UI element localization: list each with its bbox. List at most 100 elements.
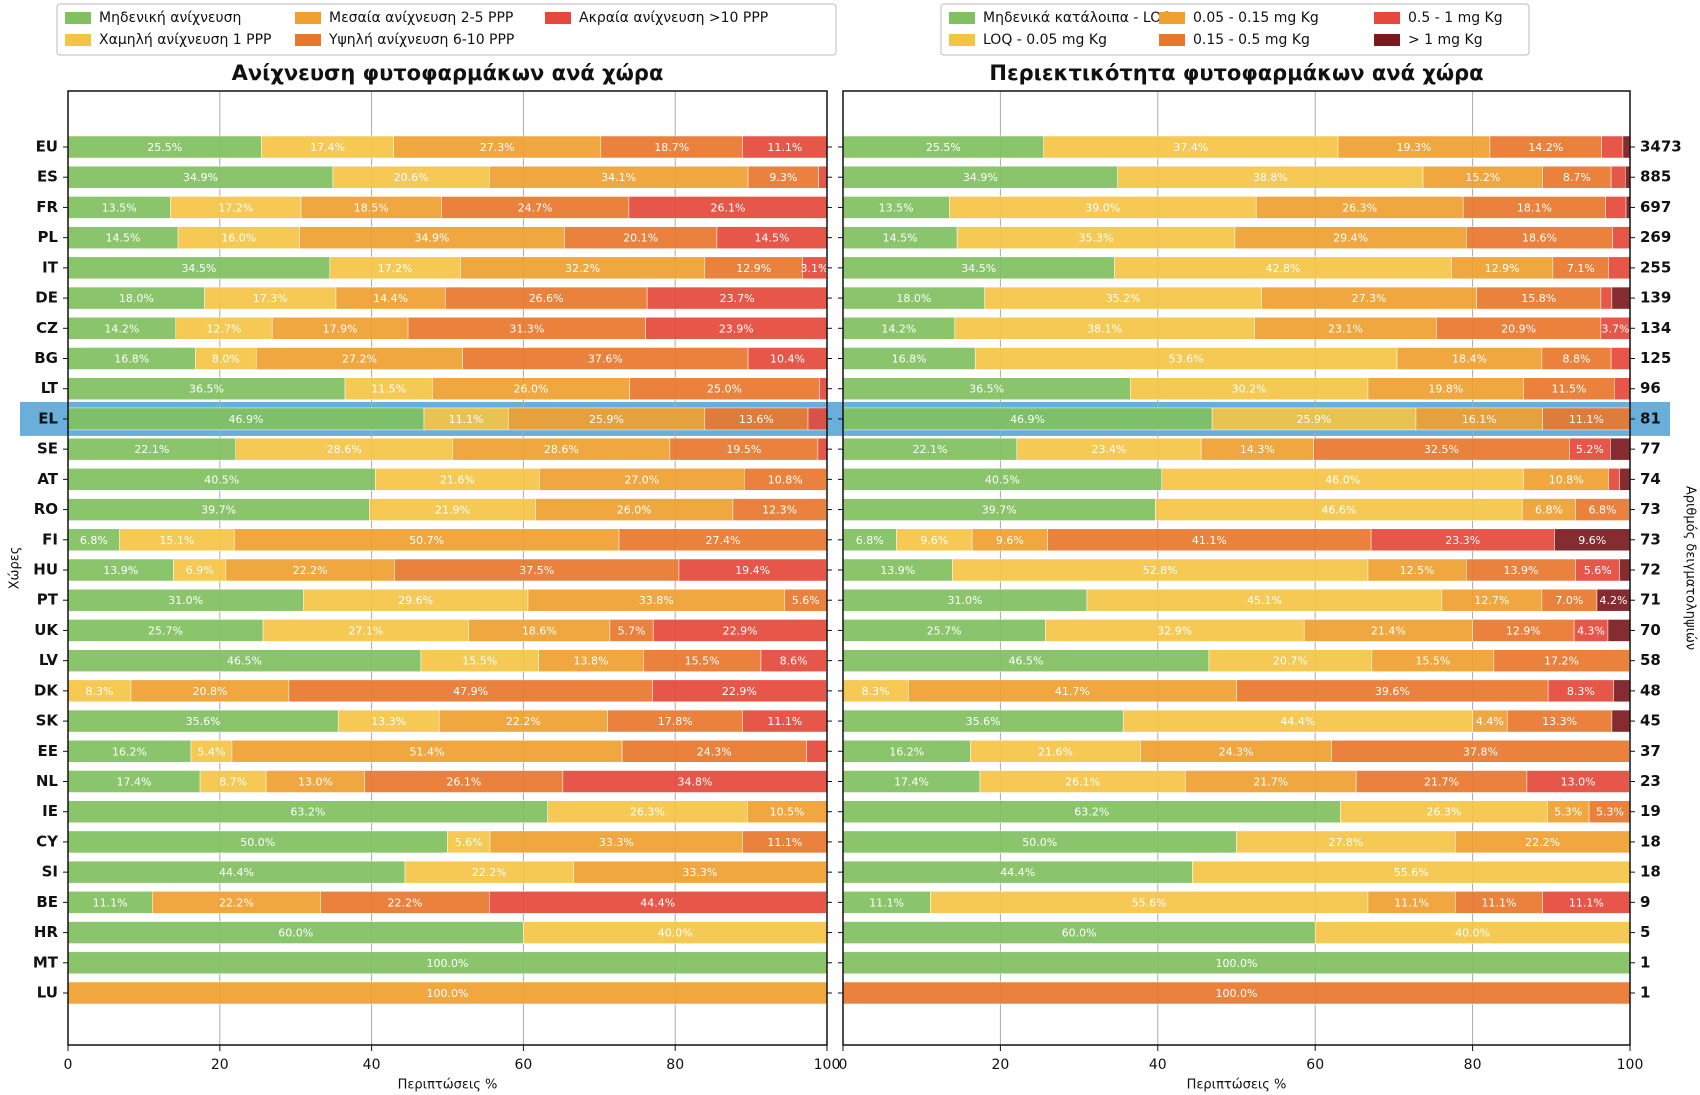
legend-label: Υψηλή ανίχνευση 6-10 PPP xyxy=(328,32,514,48)
bar-segment xyxy=(1526,770,1630,793)
legend-swatch xyxy=(1374,34,1400,46)
y-tick-label: IT xyxy=(42,258,59,276)
y-tick-label: LU xyxy=(37,984,58,1002)
data-label: 10.8% xyxy=(1549,473,1584,486)
data-label: 38.8% xyxy=(1253,171,1288,184)
plot-frame xyxy=(67,90,828,1046)
bar-segment xyxy=(1622,135,1631,159)
data-label: 15.5% xyxy=(462,655,497,668)
data-label: 23.9% xyxy=(719,322,754,335)
data-label: 100.0% xyxy=(427,957,469,970)
y-tick-label: UK xyxy=(34,621,59,639)
data-label: 26.6% xyxy=(529,292,564,305)
legend-label: > 1 mg Kg xyxy=(1408,32,1483,48)
data-label: 31.0% xyxy=(168,594,203,607)
data-label: 31.0% xyxy=(948,594,983,607)
data-label: 11.1% xyxy=(1394,896,1429,909)
data-label: 41.7% xyxy=(1055,685,1090,698)
data-label: 18.1% xyxy=(1517,201,1552,214)
data-label: 15.8% xyxy=(1521,292,1556,305)
data-label: 37.4% xyxy=(1173,141,1208,154)
data-label: 26.1% xyxy=(1065,776,1100,789)
y-tick-label: PL xyxy=(37,228,58,246)
y-tick-label: RO xyxy=(34,500,58,518)
data-label: 18.5% xyxy=(354,201,389,214)
data-label: 9.6% xyxy=(920,534,948,547)
bar-segment xyxy=(678,558,827,582)
data-label: 6.9% xyxy=(186,564,214,577)
count-label: 72 xyxy=(1640,561,1661,579)
data-label: 14.3% xyxy=(1240,443,1275,456)
data-label: 27.8% xyxy=(1328,836,1363,849)
data-label: 13.9% xyxy=(103,564,138,577)
data-label: 100.0% xyxy=(1216,957,1258,970)
data-label: 14.2% xyxy=(1528,141,1563,154)
data-label: 12.7% xyxy=(206,322,241,335)
data-label: 13.5% xyxy=(102,201,137,214)
count-label: 697 xyxy=(1640,198,1671,216)
data-label: 19.3% xyxy=(1396,141,1431,154)
data-label: 27.0% xyxy=(624,473,659,486)
count-label: 125 xyxy=(1640,349,1671,367)
y-tick-label: SE xyxy=(37,440,58,458)
bar-segment xyxy=(744,468,827,491)
count-label: 5 xyxy=(1640,923,1650,941)
data-label: 21.4% xyxy=(1371,624,1406,637)
bar-segment xyxy=(488,891,827,914)
data-label: 14.4% xyxy=(373,292,408,305)
data-label: 8.8% xyxy=(1563,353,1591,366)
data-label: 6.8% xyxy=(1535,504,1563,517)
data-label: 10.8% xyxy=(768,473,803,486)
legend-label: LOQ - 0.05 mg Kg xyxy=(983,32,1107,48)
data-label: 8.7% xyxy=(219,776,247,789)
data-label: 12.7% xyxy=(1474,594,1509,607)
data-label: 34.1% xyxy=(601,171,636,184)
data-label: 60.0% xyxy=(278,927,313,940)
data-label: 17.9% xyxy=(323,322,358,335)
data-label: 35.2% xyxy=(1106,292,1141,305)
data-label: 23.1% xyxy=(1328,322,1363,335)
data-label: 13.3% xyxy=(1542,715,1577,728)
data-label: 34.5% xyxy=(961,262,996,275)
data-label: 20.1% xyxy=(623,232,658,245)
data-label: 11.1% xyxy=(767,836,802,849)
count-label: 48 xyxy=(1640,681,1661,699)
data-label: 26.1% xyxy=(446,776,481,789)
data-label: 11.1% xyxy=(767,715,802,728)
y-tick-label: EL xyxy=(38,409,58,427)
data-label: 5.3% xyxy=(1596,806,1624,819)
data-label: 45.1% xyxy=(1247,594,1282,607)
bar-segment xyxy=(732,498,827,521)
data-label: 21.7% xyxy=(1424,776,1459,789)
legend-label: 0.5 - 1 mg Kg xyxy=(1408,10,1503,26)
bar-segment xyxy=(1331,740,1630,763)
count-label: 269 xyxy=(1640,228,1671,246)
count-label: 885 xyxy=(1640,168,1671,186)
data-label: 3.1% xyxy=(800,262,828,275)
data-label: 5.3% xyxy=(1554,806,1582,819)
data-label: 22.2% xyxy=(472,866,507,879)
data-label: 55.6% xyxy=(1132,896,1167,909)
data-label: 6.8% xyxy=(80,534,108,547)
data-label: 8.7% xyxy=(1563,171,1591,184)
data-label: 29.6% xyxy=(398,594,433,607)
data-label: 40.0% xyxy=(658,927,693,940)
bar-segment xyxy=(1601,135,1624,159)
data-label: 8.0% xyxy=(212,353,240,366)
data-label: 22.1% xyxy=(912,443,947,456)
data-label: 20.7% xyxy=(1273,655,1308,668)
y-tick-label: AT xyxy=(37,470,58,488)
data-label: 6.8% xyxy=(856,534,884,547)
data-label: 22.2% xyxy=(219,896,254,909)
data-label: 13.9% xyxy=(880,564,915,577)
data-label: 18.0% xyxy=(896,292,931,305)
data-label: 18.6% xyxy=(1522,232,1557,245)
data-label: 17.3% xyxy=(253,292,288,305)
data-label: 34.8% xyxy=(677,776,712,789)
y-tick-label: DE xyxy=(35,289,58,307)
data-label: 7.0% xyxy=(1555,594,1583,607)
data-label: 23.7% xyxy=(720,292,755,305)
data-label: 33.3% xyxy=(682,866,717,879)
data-label: 51.4% xyxy=(410,745,445,758)
data-label: 20.6% xyxy=(394,171,429,184)
